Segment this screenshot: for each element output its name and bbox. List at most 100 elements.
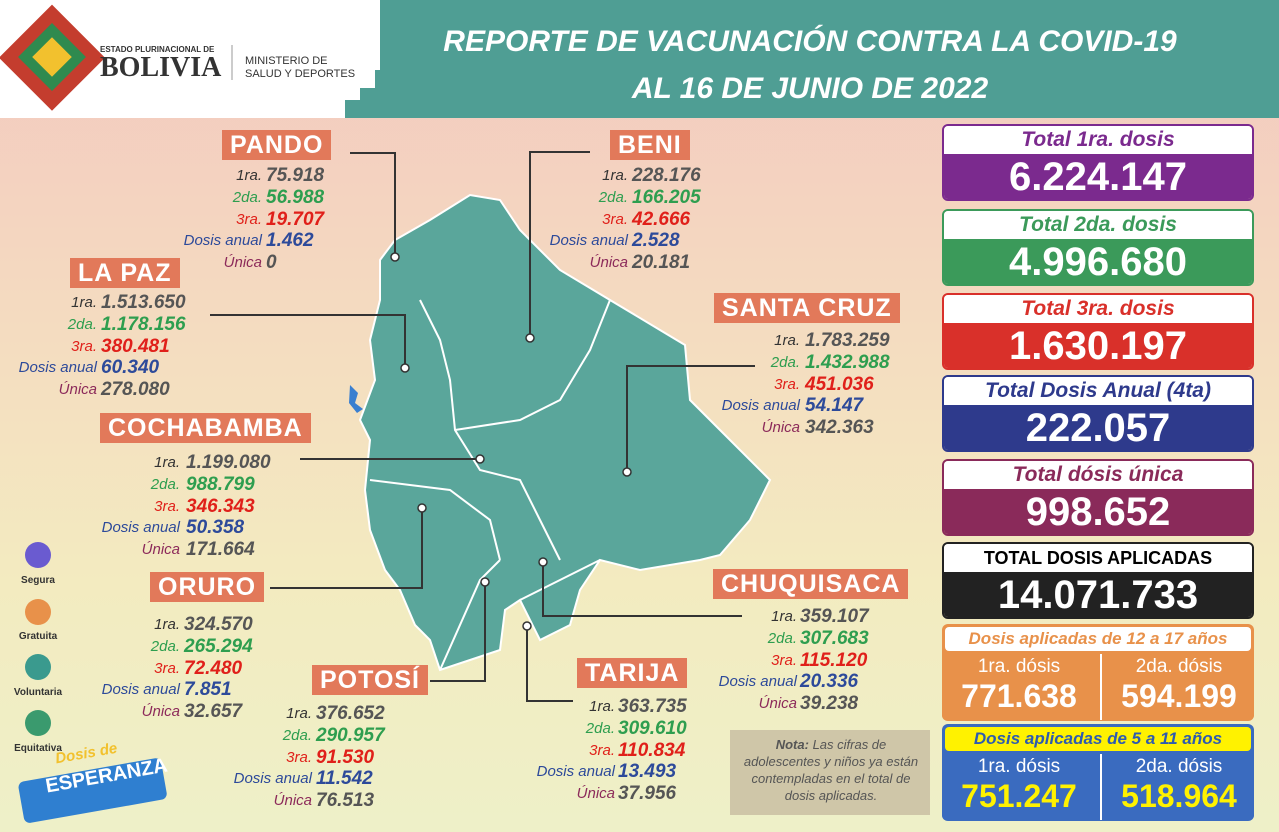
dose-label: Dosis anual: [718, 673, 797, 691]
dose-value: 0: [266, 252, 277, 274]
dose-label: 3ra.: [71, 337, 97, 355]
emblem: [0, 4, 106, 111]
department-name: TARIJA: [577, 658, 688, 688]
age-title: Dosis aplicadas de 12 a 17 años: [945, 627, 1251, 651]
dose-label: 2da.: [150, 475, 180, 493]
dose-value: 50.358: [186, 517, 245, 539]
badge-label: Voluntaria: [13, 687, 63, 698]
dose-value: 7.851: [184, 679, 232, 701]
dose-value: 11.542: [316, 768, 373, 790]
age-cell: 1ra. dósis 771.638: [942, 654, 1096, 720]
dose-label: 2da.: [767, 629, 797, 647]
ministry-2: SALUD Y DEPORTES: [245, 68, 356, 80]
dose-label: Dosis anual: [18, 359, 97, 377]
dose-value: 359.107: [800, 606, 869, 627]
age-cell: 2da. dósis 518.964: [1100, 754, 1254, 820]
dose-label: Dosis anual: [183, 232, 262, 250]
dose-label: Única: [761, 419, 800, 437]
dose-label: 1ra.: [771, 608, 797, 625]
dose-value: 1.783.259: [805, 330, 890, 351]
dose-value: 278.080: [101, 379, 170, 401]
age-cell: 1ra. dósis 751.247: [942, 754, 1096, 820]
badge-icons: [25, 542, 51, 736]
dose-label: 2da.: [232, 188, 262, 206]
dose-label: 2da.: [598, 188, 628, 206]
total-label: Total Dosis Anual (4ta): [944, 377, 1252, 405]
note: Nota: Las cifras de adolescentes y niños…: [738, 736, 924, 804]
department-name: CHUQUISACA: [713, 569, 909, 599]
age-item-label: 1ra. dósis: [977, 656, 1061, 677]
total-box: Total Dosis Anual (4ta) 222.057: [942, 375, 1254, 452]
dose-label: Dosis anual: [101, 519, 180, 537]
age-box: Dosis aplicadas de 12 a 17 años 1ra. dósi…: [942, 624, 1254, 721]
total-box: Total 1ra. dosis 6.224.147: [942, 124, 1254, 201]
dose-label: 1ra.: [602, 167, 628, 184]
dose-value: 37.956: [618, 783, 677, 805]
age-item-label: 2da. dósis: [1135, 756, 1223, 777]
dose-label: 3ra.: [236, 210, 262, 228]
dose-label: 1ra.: [774, 332, 800, 349]
map-borders: [369, 299, 611, 671]
dose-value: 324.570: [184, 614, 253, 635]
age-item-value: 594.199: [1121, 678, 1237, 714]
dose-label: 3ra.: [602, 210, 628, 228]
dose-value: 72.480: [184, 657, 243, 679]
dose-value: 19.707: [266, 208, 325, 230]
dose-label: 1ra.: [236, 167, 262, 184]
dose-label: 2da.: [150, 637, 180, 655]
badge-label: Gratuita: [18, 631, 58, 642]
department-name: COCHABAMBA: [100, 413, 311, 443]
dose-value: 346.343: [186, 495, 255, 517]
total-box: TOTAL DOSIS APLICADAS 14.071.733: [942, 542, 1254, 619]
dose-label: 1ra.: [154, 454, 180, 471]
badge-label: Segura: [21, 575, 55, 586]
note-box: [730, 730, 930, 815]
dose-value: 290.957: [316, 724, 385, 746]
dose-label: 1ra.: [154, 616, 180, 633]
title-2: AL 16 DE JUNIO DE 2022: [631, 72, 989, 105]
campaign-syringe: [18, 758, 167, 823]
dose-label: 3ra.: [286, 748, 312, 766]
dose-label: Única: [58, 381, 97, 399]
dose-value: 342.363: [805, 417, 874, 439]
dose-label: 2da.: [282, 726, 312, 744]
badge-label: Equitativa: [14, 743, 62, 754]
dose-value: 166.205: [632, 186, 701, 208]
total-value: 1.630.197: [944, 323, 1252, 368]
note-text: Las cifras de adolescentes y niños ya es…: [743, 737, 919, 803]
dose-value: 60.340: [101, 357, 160, 379]
dose-label: 3ra.: [774, 375, 800, 393]
dose-label: Dosis anual: [101, 681, 180, 699]
dose-label: Única: [141, 541, 180, 559]
total-label: Total 3ra. dosis: [944, 295, 1252, 323]
dose-value: 39.238: [800, 693, 859, 715]
total-value: 998.652: [944, 489, 1252, 534]
map-outline: [358, 193, 772, 672]
dose-label: Única: [758, 695, 797, 713]
dose-value: 110.834: [618, 739, 686, 761]
dose-label: 3ra.: [154, 497, 180, 515]
dose-label: 3ra.: [589, 741, 615, 759]
note-bold: Nota:: [775, 737, 809, 752]
lake: [349, 385, 363, 413]
dose-value: 54.147: [805, 395, 864, 417]
ministry-1: MINISTERIO DE: [245, 55, 328, 67]
dose-value: 42.666: [632, 208, 691, 230]
dose-label: Única: [273, 792, 312, 810]
total-value: 222.057: [944, 405, 1252, 450]
age-item-value: 771.638: [961, 678, 1077, 714]
dose-label: Única: [589, 254, 628, 272]
age-title: Dosis aplicadas de 5 a 11 años: [945, 727, 1251, 751]
age-item-label: 2da. dósis: [1135, 656, 1223, 677]
dose-value: 56.988: [266, 186, 325, 208]
dose-value: 13.493: [618, 761, 677, 783]
age-cell: 2da. dósis 594.199: [1100, 654, 1254, 720]
dose-value: 171.664: [186, 539, 255, 561]
department-name: POTOSÍ: [312, 665, 429, 695]
dose-value: 115.120: [800, 649, 868, 671]
dose-value: 2.528: [632, 230, 680, 252]
dose-value: 91.530: [316, 746, 375, 768]
dose-value: 376.652: [316, 703, 385, 724]
